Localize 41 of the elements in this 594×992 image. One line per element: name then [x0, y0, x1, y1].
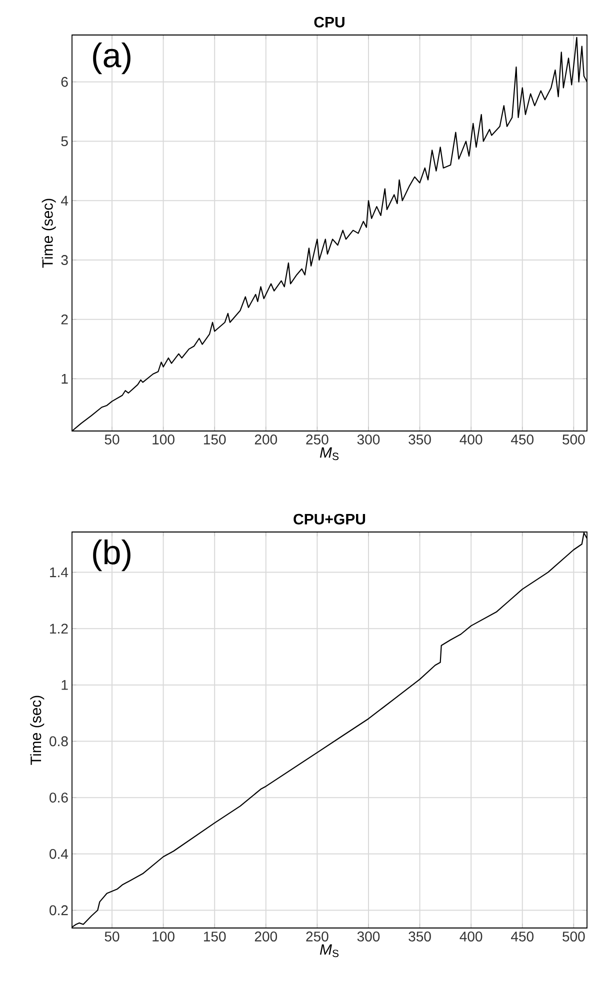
x-tick-label: 400 — [460, 434, 482, 444]
y-tick-label: 0.8 — [50, 736, 68, 746]
y-axis-title: Time (sec) — [30, 696, 44, 765]
x-tick-label: 400 — [460, 932, 482, 942]
y-tick-label: 0.2 — [50, 905, 68, 916]
x-tick-label: 100 — [152, 434, 174, 444]
x-tick-label: 50 — [104, 932, 120, 942]
x-tick-label: 250 — [306, 932, 328, 942]
y-axis-title: Time (sec) — [42, 198, 56, 268]
y-tick-label: 4 — [60, 196, 68, 206]
x-tick-label: 500 — [562, 434, 585, 444]
x-tick-label: 100 — [152, 932, 174, 942]
annotation: (a) — [93, 42, 130, 74]
x-tick-label: 450 — [511, 434, 534, 444]
x-tick-label: 350 — [408, 434, 431, 444]
chart-title: CPU+GPU — [294, 514, 366, 524]
y-tick-label: 3 — [61, 255, 68, 265]
annotation: (b) — [93, 539, 130, 572]
x-tick-label: 450 — [511, 932, 534, 942]
x-tick-label: 350 — [408, 932, 431, 942]
x-tick-label: 200 — [254, 434, 278, 444]
y-tick-label: 1 — [62, 374, 68, 384]
x-axis-title: M$_{S}$ — [320, 447, 339, 460]
x-tick-label: 250 — [306, 434, 328, 444]
y-tick-label: 2 — [61, 314, 68, 324]
x-axis-title: M$_{S}$ — [320, 944, 339, 958]
x-tick-label: 300 — [357, 434, 380, 444]
x-tick-label: 50 — [104, 434, 120, 444]
y-tick-label: 1.2 — [50, 624, 68, 634]
y-tick-label: 1 — [62, 680, 68, 690]
x-tick-label: 150 — [204, 932, 226, 942]
y-tick-label: 6 — [61, 76, 68, 87]
y-tick-label: 0.4 — [50, 848, 68, 859]
x-tick-label: 200 — [254, 932, 278, 942]
x-tick-label: 500 — [562, 932, 585, 942]
x-tick-label: 300 — [357, 932, 380, 942]
y-tick-label: 0.6 — [50, 792, 68, 803]
chart-title: CPU — [314, 16, 344, 28]
x-tick-label: 150 — [204, 434, 226, 444]
y-tick-label: 5 — [61, 136, 68, 146]
y-tick-label: 1.4 — [50, 567, 68, 578]
